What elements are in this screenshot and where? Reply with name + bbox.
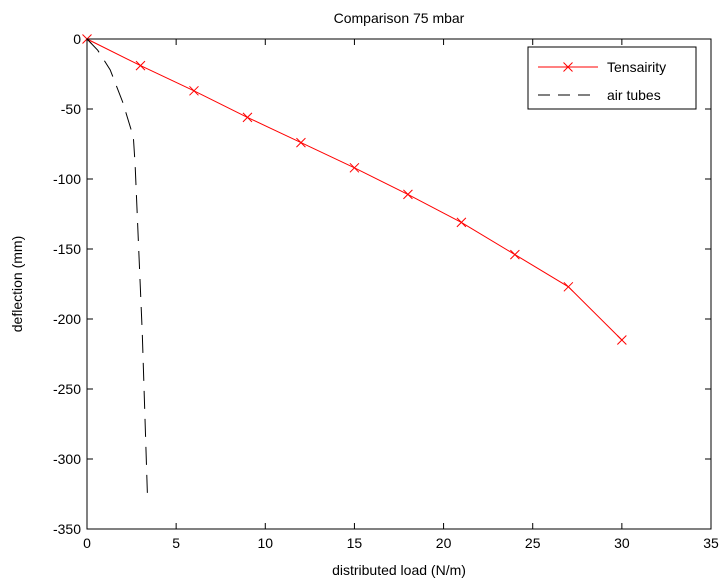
legend-box (527, 46, 697, 110)
x-axis-ticks: 0 5 10 15 20 25 30 35 (83, 39, 719, 551)
legend: Tensairity air tubes (527, 46, 697, 110)
y-tick-label: -100 (53, 171, 81, 187)
x-tick-label: 30 (614, 535, 630, 551)
chart-title: Comparison 75 mbar (334, 10, 465, 26)
x-tick-label: 35 (703, 535, 719, 551)
data-point-tensairity (510, 249, 520, 260)
x-axis-title: distributed load (N/m) (332, 562, 466, 578)
legend-marker-tensairity (563, 62, 573, 72)
x-tick-label: 15 (347, 535, 363, 551)
y-tick-label: -200 (53, 311, 81, 327)
data-point-tensairity (456, 217, 467, 228)
data-point-tensairity (617, 335, 627, 345)
y-tick-label: -300 (53, 451, 81, 467)
series-line-air-tubes (86, 38, 149, 502)
data-point-tensairity (242, 112, 253, 123)
legend-label-air-tubes: air tubes (607, 87, 661, 103)
y-tick-label: -50 (61, 101, 81, 117)
x-tick-label: 10 (257, 535, 273, 551)
y-tick-label: 0 (73, 31, 81, 47)
y-tick-label: -250 (53, 381, 81, 397)
x-tick-label: 20 (436, 535, 452, 551)
data-point-tensairity (563, 281, 574, 292)
x-tick-label: 0 (83, 535, 91, 551)
data-point-tensairity (403, 189, 413, 200)
plot-area (87, 39, 711, 529)
y-tick-label: -150 (53, 241, 81, 257)
x-tick-label: 5 (172, 535, 180, 551)
data-point-tensairity (349, 162, 360, 173)
data-point-tensairity (189, 85, 199, 96)
data-point-tensairity (135, 60, 146, 71)
x-tick-label: 25 (525, 535, 541, 551)
y-axis-ticks: 0 -50 -100 -150 -200 -250 -300 -350 (53, 31, 711, 537)
legend-label-tensairity: Tensairity (607, 59, 666, 75)
y-tick-label: -350 (53, 521, 81, 537)
data-point-tensairity (296, 137, 306, 148)
plot-frame (86, 38, 712, 530)
y-axis-title: deflection (mm) (9, 236, 25, 332)
